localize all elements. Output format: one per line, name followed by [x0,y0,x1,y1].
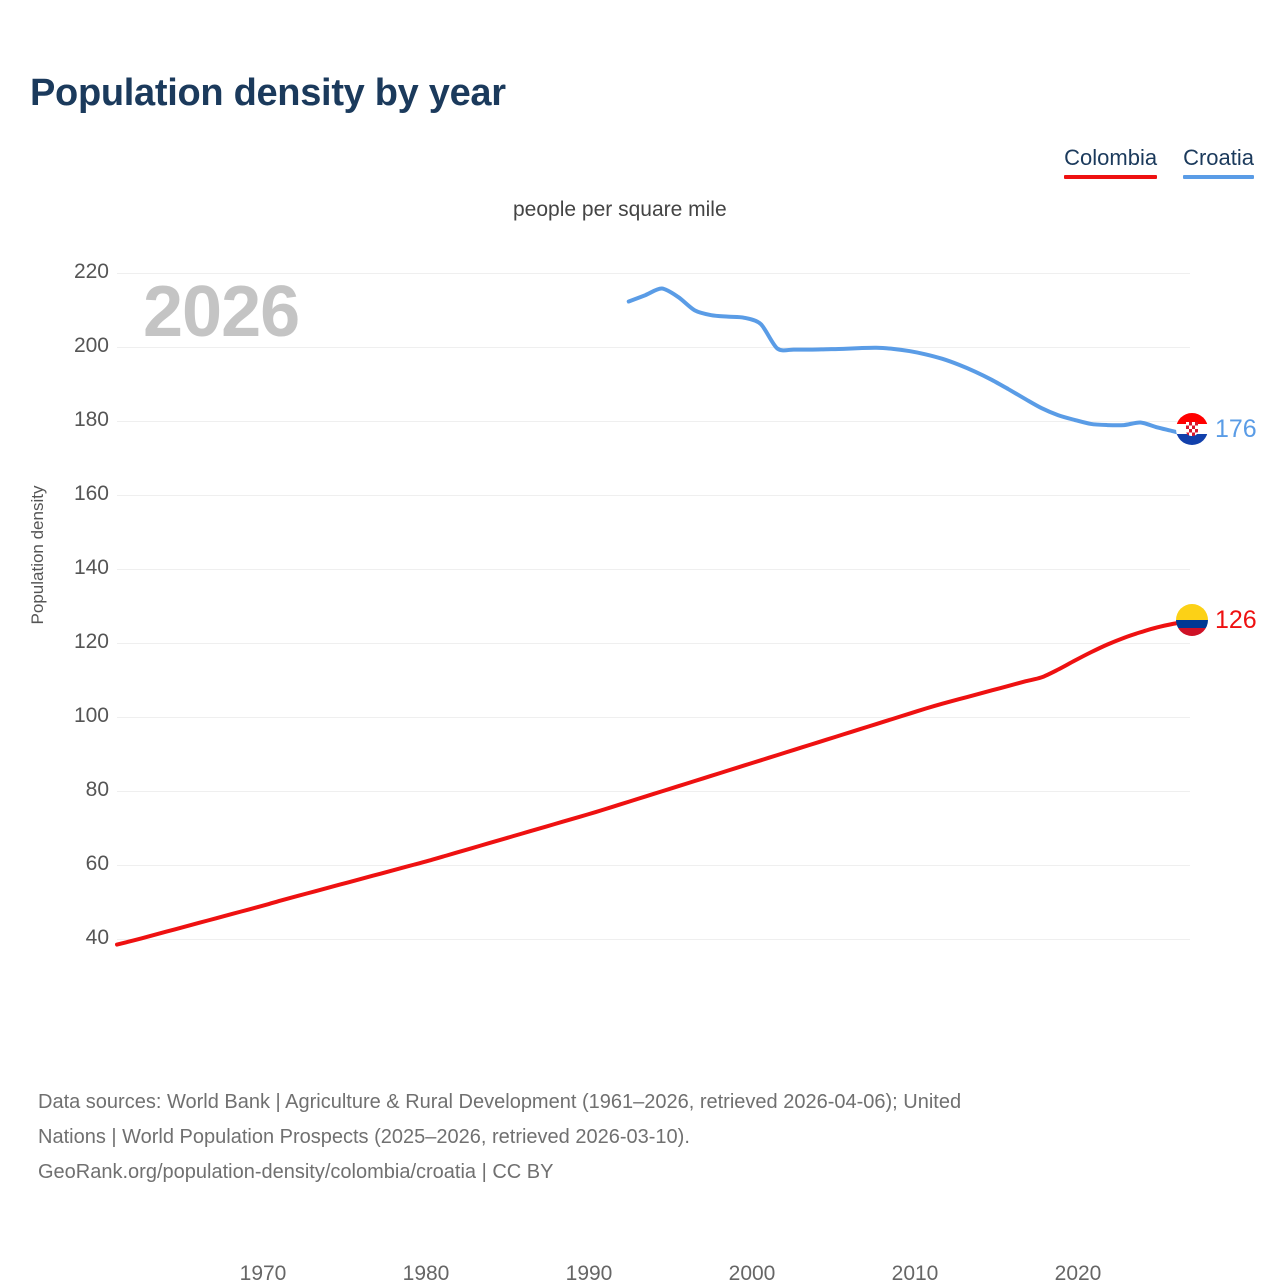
gridline [117,865,1190,866]
x-tick-2020: 2020 [1054,1262,1102,1285]
croatia-endpoint[interactable]: 176 [1176,413,1257,445]
footer-line-1: Data sources: World Bank | Agriculture &… [38,1091,962,1113]
legend-rule-croatia [1183,175,1254,179]
gridline [117,939,1190,940]
croatia-checkerboard-icon [1186,421,1198,436]
footer-sources: Data sources: World Bank | Agriculture &… [38,1085,1268,1190]
gridline [117,495,1190,496]
x-tick-1990: 1990 [565,1262,613,1285]
gridline [117,273,1190,274]
gridline [117,569,1190,570]
legend-label-croatia: Croatia [1183,145,1254,170]
gridline [117,347,1190,348]
chart-subtitle: people per square mile [513,198,727,221]
x-tick-2000: 2000 [728,1262,776,1285]
colombia-endpoint[interactable]: 126 [1176,604,1257,636]
line-colombia [115,618,1192,947]
y-tick-180: 180 [73,408,109,431]
y-tick-160: 160 [73,482,109,505]
y-tick-140: 140 [73,556,109,579]
y-tick-200: 200 [73,334,109,357]
y-tick-60: 60 [85,852,109,875]
croatia-end-value: 176 [1215,414,1257,443]
chart-legend: Colombia Croatia [1064,145,1254,179]
gridline [117,421,1190,422]
x-tick-2010: 2010 [891,1262,939,1285]
year-watermark: 2026 [143,272,300,352]
legend-rule-colombia [1064,175,1158,179]
x-tick-1970: 1970 [239,1262,287,1285]
legend-label-colombia: Colombia [1064,145,1158,170]
plot-area: 220 200 180 160 140 120 100 80 60 40 197… [74,250,1190,1285]
y-tick-80: 80 [85,778,109,801]
legend-item-croatia[interactable]: Croatia [1183,145,1254,179]
colombia-flag-icon [1176,604,1208,636]
y-tick-120: 120 [73,630,109,653]
gridline [117,717,1190,718]
legend-item-colombia[interactable]: Colombia [1064,145,1158,179]
page-title: Population density by year [30,72,506,114]
y-tick-220: 220 [73,260,109,283]
line-croatia [626,286,1192,438]
footer-line-2: Nations | World Population Prospects (20… [38,1126,690,1148]
y-tick-40: 40 [85,926,109,949]
gridline [117,791,1190,792]
colombia-end-value: 126 [1215,605,1257,634]
footer-line-3: GeoRank.org/population-density/colombia/… [38,1161,554,1183]
croatia-flag-icon [1176,413,1208,445]
y-tick-100: 100 [73,704,109,727]
x-tick-1980: 1980 [402,1262,450,1285]
gridline [117,643,1190,644]
